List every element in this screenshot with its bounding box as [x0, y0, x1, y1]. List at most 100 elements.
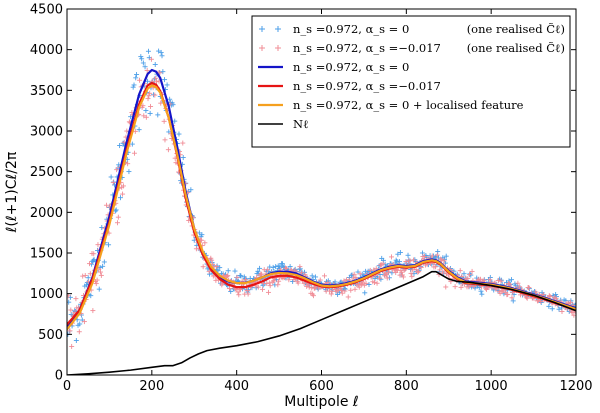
scatter-point	[299, 270, 305, 276]
scatter-point	[161, 118, 167, 124]
scatter-point	[383, 271, 389, 277]
scatter-point	[89, 261, 95, 267]
series-line-4	[67, 270, 576, 375]
scatter-point	[418, 264, 424, 270]
y-tick-label: 2000	[30, 206, 63, 221]
x-tick-label: 400	[224, 379, 249, 394]
y-tick-label: 0	[55, 369, 63, 384]
x-axis-label: Multipole ℓ	[284, 394, 358, 410]
scatter-point	[96, 286, 102, 292]
scatter-point	[265, 289, 271, 295]
scatter-point	[416, 268, 422, 274]
scatter-point	[523, 294, 529, 300]
scatter-point	[90, 308, 96, 314]
legend-label: n_s =0.972, α_s = 0	[293, 60, 409, 74]
y-tick-label: 1000	[30, 287, 63, 302]
scatter-point	[509, 277, 515, 283]
scatter-point	[546, 303, 552, 309]
scatter-point	[153, 79, 159, 85]
scatter-point	[131, 82, 137, 88]
scatter-point	[524, 295, 530, 301]
scatter-point	[372, 279, 378, 285]
scatter-point	[438, 256, 444, 262]
scatter-point	[103, 202, 109, 208]
scatter-point	[76, 329, 82, 335]
scatter-point	[441, 258, 447, 264]
legend-label: n_s =0.972, α_s = 0 + localised feature	[293, 98, 524, 112]
scatter-point	[443, 253, 449, 259]
scatter-point	[136, 127, 142, 133]
scatter-point	[95, 242, 101, 248]
scatter-point	[359, 281, 365, 287]
scatter-point	[399, 269, 405, 275]
scatter-point	[114, 220, 120, 226]
scatter-point	[384, 275, 390, 281]
scatter-point	[349, 272, 355, 278]
legend-entry: n_s =0.972, α_s = 0 (one realised C̃ℓ)	[259, 22, 565, 36]
x-tick-label: 1200	[559, 379, 592, 394]
scatter-point	[325, 280, 331, 286]
scatter-point	[141, 113, 147, 119]
scatter-point	[363, 280, 369, 286]
scatter-point	[538, 299, 544, 305]
scatter-point	[479, 291, 485, 297]
scatter-point	[434, 252, 440, 258]
scatter-point	[88, 293, 94, 299]
scatter-point	[429, 253, 435, 259]
x-tick-label: 600	[309, 379, 334, 394]
scatter-point	[110, 179, 116, 185]
scatter-point	[286, 277, 292, 283]
y-axis-label: ℓ(ℓ+1)Cℓ/2π	[4, 151, 20, 233]
legend-label: n_s =0.972, α_s =−0.017	[293, 79, 441, 93]
scatter-point	[267, 283, 273, 289]
scatter-point	[283, 265, 289, 271]
scatter-point	[457, 268, 463, 274]
scatter-point	[397, 250, 403, 256]
scatter-point	[273, 264, 279, 270]
x-tick-label: 1000	[475, 379, 508, 394]
scatter-point	[237, 272, 243, 278]
scatter-point	[94, 277, 100, 283]
scatter-point	[549, 306, 555, 312]
legend-label: n_s =0.972, α_s = 0	[293, 22, 409, 36]
scatter-point	[338, 288, 344, 294]
scatter-point	[556, 306, 562, 312]
scatter-point	[145, 78, 151, 84]
scatter-point	[452, 284, 458, 290]
scatter-point	[87, 271, 93, 277]
scatter-point	[469, 268, 475, 274]
x-tick-label: 0	[63, 379, 71, 394]
scatter-point	[73, 338, 79, 344]
scatter-point	[142, 64, 148, 70]
scatter-point	[533, 289, 539, 295]
scatter-point	[91, 251, 97, 257]
scatter-point	[487, 277, 493, 283]
scatter-point	[510, 298, 516, 304]
scatter-point	[172, 118, 178, 124]
legend-label: n_s =0.972, α_s =−0.017	[293, 41, 441, 55]
scatter-point	[264, 280, 270, 286]
x-tick-label: 200	[139, 379, 164, 394]
scatter-point	[255, 284, 261, 290]
scatter-point	[352, 286, 358, 292]
scatter-point	[180, 155, 186, 161]
scatter-point	[117, 195, 123, 201]
scatter-point	[357, 271, 363, 277]
scatter-point	[244, 288, 250, 294]
scatter-point	[355, 282, 361, 288]
scatter-point	[517, 284, 523, 290]
y-tick-label: 3000	[30, 125, 63, 140]
scatter-point	[265, 267, 271, 273]
scatter-point	[306, 284, 312, 290]
y-tick-label: 1500	[30, 247, 63, 262]
scatter-point	[503, 280, 509, 286]
scatter-point	[461, 271, 467, 277]
scatter-point	[243, 277, 249, 283]
scatter-point	[82, 273, 88, 279]
scatter-point	[287, 264, 293, 270]
scatter-point	[509, 295, 515, 301]
scatter-point	[498, 278, 504, 284]
legend-entry: n_s =0.972, α_s =−0.017 (one realised C̃ℓ…	[259, 41, 565, 55]
scatter-point	[225, 273, 231, 279]
scatter-point	[130, 84, 136, 90]
